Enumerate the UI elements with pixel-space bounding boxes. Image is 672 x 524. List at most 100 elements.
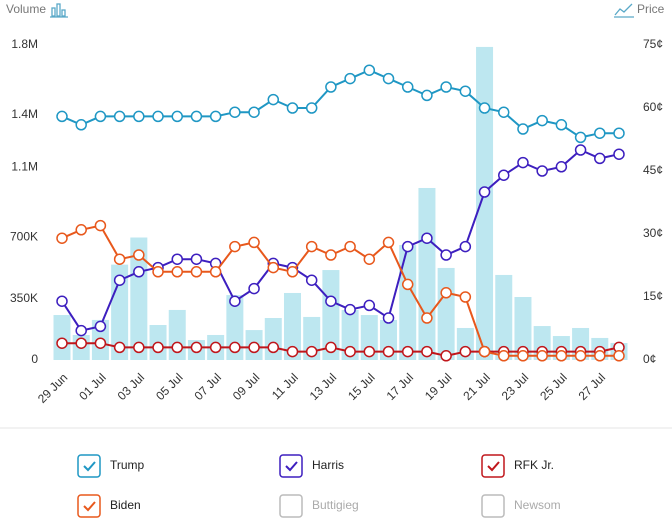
price-point [421, 232, 433, 244]
volume-bar [283, 292, 301, 360]
price-point [190, 266, 203, 278]
price-point [56, 110, 68, 123]
y2-tick-label: 75¢ [643, 37, 663, 51]
price-point [133, 341, 145, 354]
price-point [440, 249, 452, 261]
legend-item[interactable]: RFK Jr. [481, 454, 554, 478]
price-point [440, 81, 452, 93]
price-point [229, 106, 241, 118]
price-point [286, 102, 299, 114]
y-tick-label: 1.8M [11, 37, 38, 51]
y-tick-label: 350K [10, 291, 38, 305]
price-point [498, 350, 510, 362]
price-point [267, 261, 280, 274]
price-point [536, 114, 548, 127]
price-point [555, 161, 568, 173]
price-point [248, 341, 260, 354]
price-point [594, 127, 606, 139]
legend-item[interactable]: Newsom [481, 494, 561, 518]
x-tick-label: 19 Jul [422, 370, 455, 403]
volume-bar [341, 309, 359, 360]
price-point [209, 266, 222, 278]
x-tick-label: 13 Jul [307, 370, 340, 403]
volume-bar [514, 297, 532, 360]
legend-checkbox [77, 494, 101, 518]
price-point [286, 345, 299, 358]
price-point [574, 144, 587, 156]
price-point [133, 249, 145, 261]
price-point [382, 345, 395, 358]
price-point [421, 345, 433, 358]
price-point [113, 341, 126, 354]
legend-item[interactable]: Harris [279, 454, 344, 478]
price-point [401, 278, 414, 291]
legend-label: RFK Jr. [514, 458, 554, 472]
price-point [536, 165, 548, 177]
legend-item[interactable]: Buttigieg [279, 494, 359, 518]
price-point [325, 295, 337, 307]
price-point [421, 89, 433, 102]
price-point [574, 131, 587, 144]
legend-label: Buttigieg [312, 498, 359, 512]
x-tick-label: 11 Jul [269, 370, 301, 402]
y-tick-label: 700K [10, 230, 38, 244]
price-point [133, 266, 145, 278]
price-point [325, 341, 337, 354]
y-axis-label: Volume [6, 2, 46, 16]
price-point [152, 110, 164, 123]
legend-label: Harris [312, 458, 344, 472]
price-point [325, 249, 337, 261]
y2-tick-label: 45¢ [643, 163, 663, 177]
price-point [75, 224, 87, 236]
legend-checkbox [481, 494, 505, 518]
price-point [440, 287, 452, 299]
price-point [190, 110, 203, 123]
x-tick-label: 29 Jun [35, 370, 70, 405]
price-point [382, 236, 395, 249]
price-point [536, 350, 548, 362]
legend-item[interactable]: Biden [77, 494, 141, 518]
price-point [305, 240, 318, 253]
price-point [75, 119, 87, 131]
price-point [209, 110, 222, 123]
volume-bar [399, 245, 417, 360]
legend-label: Biden [110, 498, 141, 512]
price-point [305, 102, 318, 114]
price-point [613, 148, 625, 160]
y-tick-label: 1.4M [11, 107, 38, 121]
price-point [75, 324, 87, 337]
price-point [344, 240, 356, 253]
price-point [344, 345, 356, 358]
price-point [56, 295, 68, 307]
price-point [325, 81, 337, 93]
price-point [286, 266, 299, 278]
price-point [248, 236, 260, 249]
y2-tick-label: 15¢ [643, 289, 663, 303]
price-point [517, 123, 529, 135]
legend-item[interactable]: Trump [77, 454, 145, 478]
price-point [401, 345, 414, 358]
volume-bar [418, 187, 436, 360]
x-tick-label: 25 Jul [537, 370, 570, 403]
price-point [75, 337, 87, 349]
price-line [61, 69, 619, 139]
price-point [305, 345, 318, 358]
price-point [401, 81, 414, 93]
price-point [171, 341, 183, 354]
x-tick-label: 01 Jul [76, 370, 109, 403]
price-point [574, 350, 587, 362]
price-point [133, 110, 145, 123]
x-tick-label: 07 Jul [191, 370, 224, 403]
y2-tick-label: 30¢ [643, 226, 663, 240]
y2-tick-label: 0¢ [643, 352, 656, 366]
legend-label: Trump [110, 458, 145, 472]
price-point [594, 152, 606, 165]
price-point [171, 266, 183, 278]
price-point [459, 291, 472, 303]
price-point [498, 106, 510, 118]
volume-bar [495, 274, 513, 360]
price-point [344, 72, 356, 85]
price-point [94, 219, 107, 232]
volume-icon [50, 3, 68, 18]
